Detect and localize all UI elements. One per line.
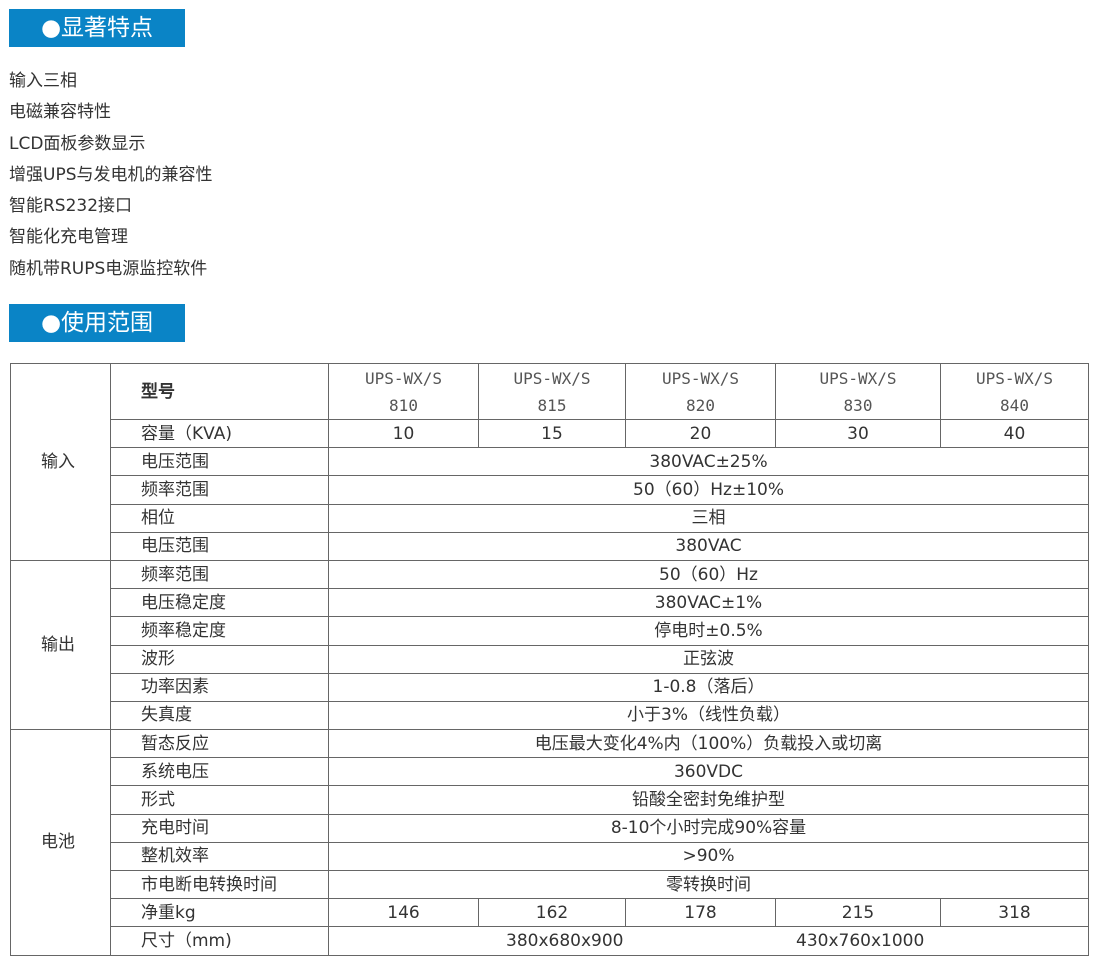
row-label: 尺寸（mm) bbox=[110, 926, 329, 956]
value-cell: 360VDC bbox=[328, 757, 1089, 787]
model-line2: 815 bbox=[537, 395, 567, 415]
row-label: 系统电压 bbox=[110, 757, 329, 787]
table-row: 充电时间 8-10个小时完成90%容量 bbox=[11, 813, 1089, 843]
row-label: 失真度 bbox=[110, 700, 329, 731]
table-row: 电压稳定度 380VAC±1% bbox=[11, 588, 1089, 618]
model-cell: UPS-WX/S 830 bbox=[775, 363, 941, 420]
feature-item: 输入三相 bbox=[9, 71, 77, 91]
row-label: 电压范围 bbox=[110, 531, 329, 561]
table-row: 净重kg 146 162 178 215 318 bbox=[11, 898, 1089, 928]
value-cell: 380VAC±1% bbox=[328, 588, 1089, 618]
model-cell: UPS-WX/S 810 bbox=[328, 363, 479, 420]
table-row: 尺寸（mm) 380x680x900 430x760x1000 bbox=[11, 926, 1089, 956]
table-row: 形式 铅酸全密封免维护型 bbox=[11, 785, 1089, 815]
dimension-value: 430x760x1000 bbox=[796, 931, 925, 952]
table-row: 功率因素 1-0.8（落后） bbox=[11, 672, 1089, 702]
value-cell: 30 bbox=[775, 418, 941, 449]
model-line1: UPS-WX/S bbox=[364, 368, 443, 388]
model-cell: UPS-WX/S 815 bbox=[478, 363, 626, 420]
row-label: 形式 bbox=[110, 785, 329, 815]
value-cell: 162 bbox=[478, 898, 626, 928]
value-cell: 三相 bbox=[328, 503, 1089, 533]
row-label: 市电断电转换时间 bbox=[110, 869, 329, 900]
row-label: 容量（KVA) bbox=[110, 418, 329, 449]
row-label: 充电时间 bbox=[110, 813, 329, 843]
model-line2: 830 bbox=[843, 395, 873, 415]
value-cell: 40 bbox=[940, 418, 1089, 449]
table-row: 失真度 小于3%（线性负载） bbox=[11, 700, 1089, 731]
table-row: 市电断电转换时间 零转换时间 bbox=[11, 869, 1089, 900]
value-cell: 178 bbox=[625, 898, 776, 928]
dimension-value: 380x680x900 bbox=[506, 931, 624, 952]
table-row: 整机效率 >90% bbox=[11, 841, 1089, 872]
feature-item: LCD面板参数显示 bbox=[9, 133, 146, 154]
value-cell: 15 bbox=[478, 418, 626, 449]
feature-item: 增强UPS与发电机的兼容性 bbox=[9, 164, 213, 185]
table-row: 频率范围 50（60）Hz±10% bbox=[11, 475, 1089, 505]
value-cell: 380VAC±25% bbox=[328, 447, 1089, 477]
table-row: 输出 频率范围 50（60）Hz bbox=[10, 559, 1089, 731]
feature-item: 电磁兼容特性 bbox=[9, 102, 111, 123]
table-row: 输入 型号 UPS-WX/S 810 UPS-WX/S 815 UPS-WX/S 820 UPS… bbox=[10, 363, 1089, 561]
value-cell: 8-10个小时完成90%容量 bbox=[328, 813, 1089, 843]
table-row: 电压范围 380VAC±25% bbox=[11, 447, 1089, 477]
row-label: 相位 bbox=[110, 503, 329, 533]
feature-item: 随机带RUPS电源监控软件 bbox=[9, 258, 208, 279]
table-row: 电压范围 380VAC bbox=[11, 531, 1089, 561]
row-label: 净重kg bbox=[110, 898, 329, 928]
model-line1: UPS-WX/S bbox=[975, 368, 1054, 388]
value-cell: 50（60）Hz bbox=[328, 559, 1089, 590]
row-label: 电压稳定度 bbox=[110, 588, 329, 618]
row-label: 频率稳定度 bbox=[110, 616, 329, 646]
value-cell: 146 bbox=[328, 898, 479, 928]
row-label: 整机效率 bbox=[110, 841, 329, 872]
value-cell: 215 bbox=[775, 898, 941, 928]
model-line2: 810 bbox=[389, 395, 418, 415]
value-cell: 10 bbox=[328, 418, 479, 449]
model-line2: 840 bbox=[1000, 395, 1029, 415]
table-row: 容量（KVA) 10 15 20 30 40 bbox=[11, 418, 1089, 449]
table-row: 电池 暂态反应 电压最大变化4%内（100%）负载投入或切离 bbox=[10, 729, 1089, 956]
model-line1: UPS-WX/S bbox=[661, 368, 740, 388]
row-label: 频率范围 bbox=[110, 559, 329, 590]
row-label: 型号 bbox=[110, 363, 329, 420]
table-row: 系统电压 360VDC bbox=[11, 757, 1089, 787]
value-cell: 1-0.8（落后） bbox=[328, 672, 1089, 702]
model-line2: 820 bbox=[686, 395, 715, 415]
model-line1: UPS-WX/S bbox=[819, 368, 897, 388]
value-cell: 正弦波 bbox=[328, 644, 1089, 674]
value-cell: 380VAC bbox=[328, 531, 1089, 561]
value-cell: 电压最大变化4%内（100%）负载投入或切离 bbox=[328, 729, 1089, 759]
value-cell: 停电时±0.5% bbox=[328, 616, 1089, 646]
features-list: 输入三相电磁兼容特性 LCD面板参数显示增强UPS与发电机的兼容性 智能RS232接… bbox=[9, 66, 213, 285]
group-label: 输出 bbox=[10, 559, 111, 731]
group-label: 输入 bbox=[10, 363, 111, 561]
model-line1: UPS-WX/S bbox=[513, 368, 591, 388]
group-label: 电池 bbox=[10, 729, 111, 956]
table-row: 波形 正弦波 bbox=[11, 644, 1089, 674]
row-label: 功率因素 bbox=[110, 672, 329, 702]
model-cell: UPS-WX/S 820 bbox=[625, 363, 776, 420]
features-heading: ●显著特点 bbox=[9, 9, 185, 47]
value-cell: 零转换时间 bbox=[328, 869, 1089, 900]
value-cell: 铅酸全密封免维护型 bbox=[328, 785, 1089, 815]
model-cell: UPS-WX/S 840 bbox=[940, 363, 1089, 420]
row-label: 频率范围 bbox=[110, 475, 329, 505]
table-row: 相位 三相 bbox=[11, 503, 1089, 533]
feature-item: 智能化充电管理 bbox=[9, 227, 128, 248]
value-cell: 380x680x900 430x760x1000 bbox=[328, 926, 1089, 956]
feature-item: 智能RS232接口 bbox=[9, 196, 133, 217]
value-cell: 50（60）Hz±10% bbox=[328, 475, 1089, 505]
row-label: 波形 bbox=[110, 644, 329, 674]
spec-table: 输入 型号 UPS-WX/S 810 UPS-WX/S 815 UPS-WX/S 820 UPS… bbox=[10, 363, 1089, 956]
value-cell: >90% bbox=[328, 841, 1089, 872]
row-label: 暂态反应 bbox=[110, 729, 329, 759]
row-label: 电压范围 bbox=[110, 447, 329, 477]
value-cell: 20 bbox=[625, 418, 776, 449]
value-cell: 318 bbox=[940, 898, 1089, 928]
value-cell: 小于3%（线性负载） bbox=[328, 700, 1089, 731]
table-row: 频率稳定度 停电时±0.5% bbox=[11, 616, 1089, 646]
scope-heading: ●使用范围 bbox=[9, 304, 185, 342]
